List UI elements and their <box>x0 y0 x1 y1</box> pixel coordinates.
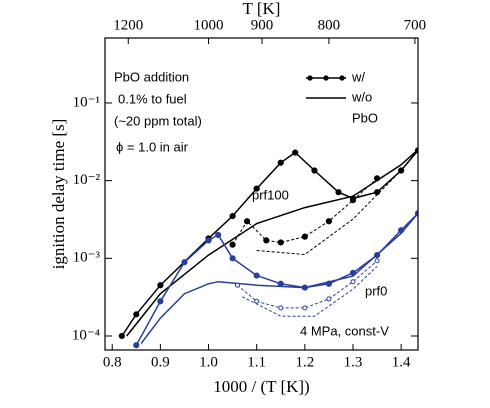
marker <box>118 332 125 340</box>
series-line <box>241 265 378 317</box>
marker <box>278 305 284 311</box>
marker <box>301 233 308 240</box>
marker <box>133 311 140 318</box>
marker <box>205 237 212 244</box>
y-tick-label: 10⁻³ <box>73 250 101 266</box>
marker <box>302 305 308 311</box>
annotation: 0.1% to fuel <box>118 91 187 106</box>
marker <box>325 218 333 225</box>
x-tick-label: 1.1 <box>247 354 266 370</box>
x2-tick-label: 1200 <box>113 17 143 33</box>
marker <box>311 167 318 174</box>
x-tick-label: 1.2 <box>295 354 314 370</box>
marker <box>350 279 356 285</box>
legend-label: PbO <box>352 110 378 125</box>
y-tick-label: 10⁻² <box>73 172 101 188</box>
x2-tick-label: 1000 <box>194 17 224 33</box>
x-tick-label: 1.4 <box>392 354 411 370</box>
x2-axis-label: T [K] <box>243 0 281 18</box>
annotation: prf0 <box>365 283 387 298</box>
marker <box>373 189 381 196</box>
annotation: ϕ = 1.0 in air <box>116 139 189 154</box>
series-line <box>121 149 418 337</box>
marker <box>292 149 299 156</box>
legend-marker <box>323 75 329 81</box>
x2-tick-label: 700 <box>404 17 427 33</box>
plot-frame <box>104 37 419 351</box>
marker <box>373 175 381 182</box>
marker <box>277 159 284 166</box>
marker <box>234 282 240 288</box>
marker <box>326 296 332 302</box>
x-tick-label: 0.8 <box>103 354 122 370</box>
marker <box>277 239 284 246</box>
x2-tick-label: 900 <box>251 17 274 33</box>
annotation: PbO addition <box>114 69 189 84</box>
legend-marker <box>339 75 345 81</box>
annotation: 4 MPa, const-V <box>300 323 389 338</box>
marker <box>254 298 260 304</box>
y-tick-label: 10⁻¹ <box>73 94 100 110</box>
marker <box>243 218 251 225</box>
marker <box>229 241 236 248</box>
x2-tick-label: 800 <box>318 17 341 33</box>
marker <box>215 231 222 239</box>
series-line <box>256 170 402 256</box>
marker <box>157 298 164 305</box>
x-tick-label: 1.3 <box>344 354 363 370</box>
x-tick-label: 1.0 <box>199 354 218 370</box>
legend-label: w/ <box>351 69 365 84</box>
y-axis-label: ignition delay time [s] <box>49 119 68 270</box>
x-tick-label: 0.9 <box>151 354 170 370</box>
marker <box>374 258 380 264</box>
series-line <box>232 178 378 245</box>
legend-marker <box>307 75 313 81</box>
x-axis-label: 1000 / (T [K]) <box>213 377 309 396</box>
legend-label: w/o <box>351 89 372 104</box>
marker <box>253 272 260 279</box>
marker <box>133 342 140 349</box>
marker <box>263 237 270 244</box>
marker <box>335 189 342 196</box>
y-tick-label: 10⁻⁴ <box>72 327 100 343</box>
marker <box>229 255 236 262</box>
marker <box>349 197 357 204</box>
marker <box>229 212 236 220</box>
annotation: prf100 <box>252 187 289 202</box>
marker <box>398 167 405 174</box>
marker <box>157 282 164 289</box>
marker <box>253 185 260 192</box>
marker <box>181 259 188 266</box>
annotation: (~20 ppm total) <box>114 113 202 128</box>
